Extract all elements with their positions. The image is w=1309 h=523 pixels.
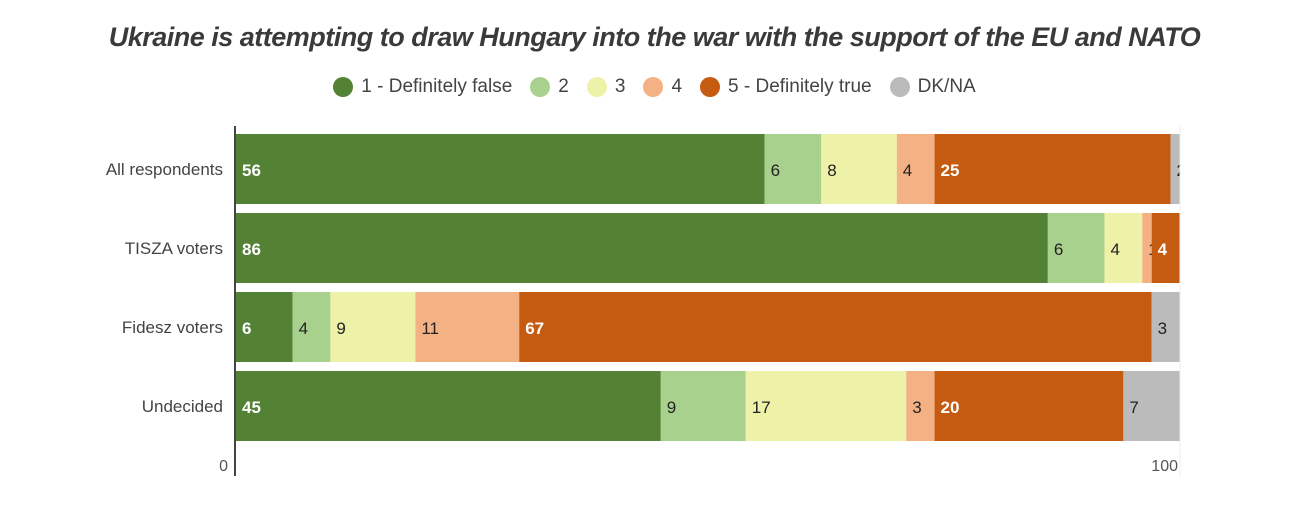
bar-segment: [1104, 213, 1143, 283]
data-label: 45: [242, 398, 261, 417]
bar-segment: [660, 371, 746, 441]
data-label: 9: [336, 319, 345, 338]
legend-label: DK/NA: [917, 76, 976, 97]
bar-segment: [745, 371, 907, 441]
data-label: 6: [771, 161, 780, 180]
legend-swatch: [530, 77, 551, 97]
data-label: 86: [242, 240, 261, 259]
legend-swatch: [700, 77, 721, 97]
bar-segment: [519, 292, 1152, 362]
legend-item: DK/NA: [889, 76, 976, 98]
bar-segment: [1047, 213, 1105, 283]
legend-item: 5 - Definitely true: [700, 76, 872, 98]
legend-swatch: [333, 77, 354, 97]
bar-segment: [934, 371, 1124, 441]
bar-segment: [415, 292, 520, 362]
bar-segment: [906, 371, 935, 441]
data-label: 25: [941, 161, 960, 180]
legend-swatch: [889, 77, 910, 97]
legend-item: 3: [586, 76, 626, 98]
bar-segment: [236, 213, 1048, 283]
data-label: 9: [667, 398, 676, 417]
data-label: 2: [1177, 161, 1186, 180]
bar-segment: [1170, 134, 1180, 204]
legend-label: 5 - Definitely true: [728, 76, 872, 97]
legend-swatch: [586, 77, 607, 97]
bar-segment: [896, 134, 935, 204]
data-label: 8: [827, 161, 836, 180]
legend-label: 4: [671, 76, 683, 97]
data-label: 4: [1158, 240, 1168, 259]
data-label: 20: [941, 398, 960, 417]
data-label: 4: [1110, 240, 1119, 259]
bar-segment: [1123, 371, 1180, 441]
bar-segment: [236, 292, 293, 362]
x-tick-label: 100: [1151, 458, 1178, 475]
category-label: TISZA voters: [125, 239, 223, 258]
legend-item: 4: [643, 76, 682, 98]
bar-segment: [1142, 213, 1152, 283]
bar-segment: [236, 134, 765, 204]
legend-item: 2: [530, 76, 569, 98]
bar-segment: [821, 134, 897, 204]
category-label: All respondents: [106, 160, 223, 179]
bar-segment: [1151, 213, 1180, 283]
bar-segment: [292, 292, 331, 362]
bar-segment: [330, 292, 416, 362]
legend-label: 3: [614, 76, 626, 97]
legend-label: 2: [558, 76, 569, 97]
data-label: 17: [752, 398, 771, 417]
bar-segment: [1151, 292, 1180, 362]
bar-segment: [236, 371, 661, 441]
bar-segment: [764, 134, 822, 204]
data-label: 7: [1129, 398, 1138, 417]
data-label: 6: [1054, 240, 1063, 259]
data-label: 4: [903, 161, 912, 180]
x-tick-label: 0: [219, 458, 228, 475]
data-label: 67: [525, 319, 544, 338]
chart-title: Ukraine is attempting to draw Hungary in…: [108, 22, 1201, 52]
legend-swatch: [643, 77, 664, 97]
bar-segment: [934, 134, 1171, 204]
category-label: Undecided: [142, 397, 223, 416]
data-label: 3: [912, 398, 921, 417]
legend: 1 - Definitely false 2 3 4 5 - Definitely tr…: [0, 76, 1309, 98]
data-label: 11: [421, 319, 439, 338]
legend-item: 1 - Definitely false: [333, 76, 512, 98]
category-label: Fidesz voters: [122, 318, 223, 337]
legend-label: 1 - Definitely false: [361, 76, 513, 97]
data-label: 3: [1158, 319, 1167, 338]
data-label: 4: [299, 319, 308, 338]
data-label: 56: [242, 161, 261, 180]
data-label: 6: [242, 319, 251, 338]
